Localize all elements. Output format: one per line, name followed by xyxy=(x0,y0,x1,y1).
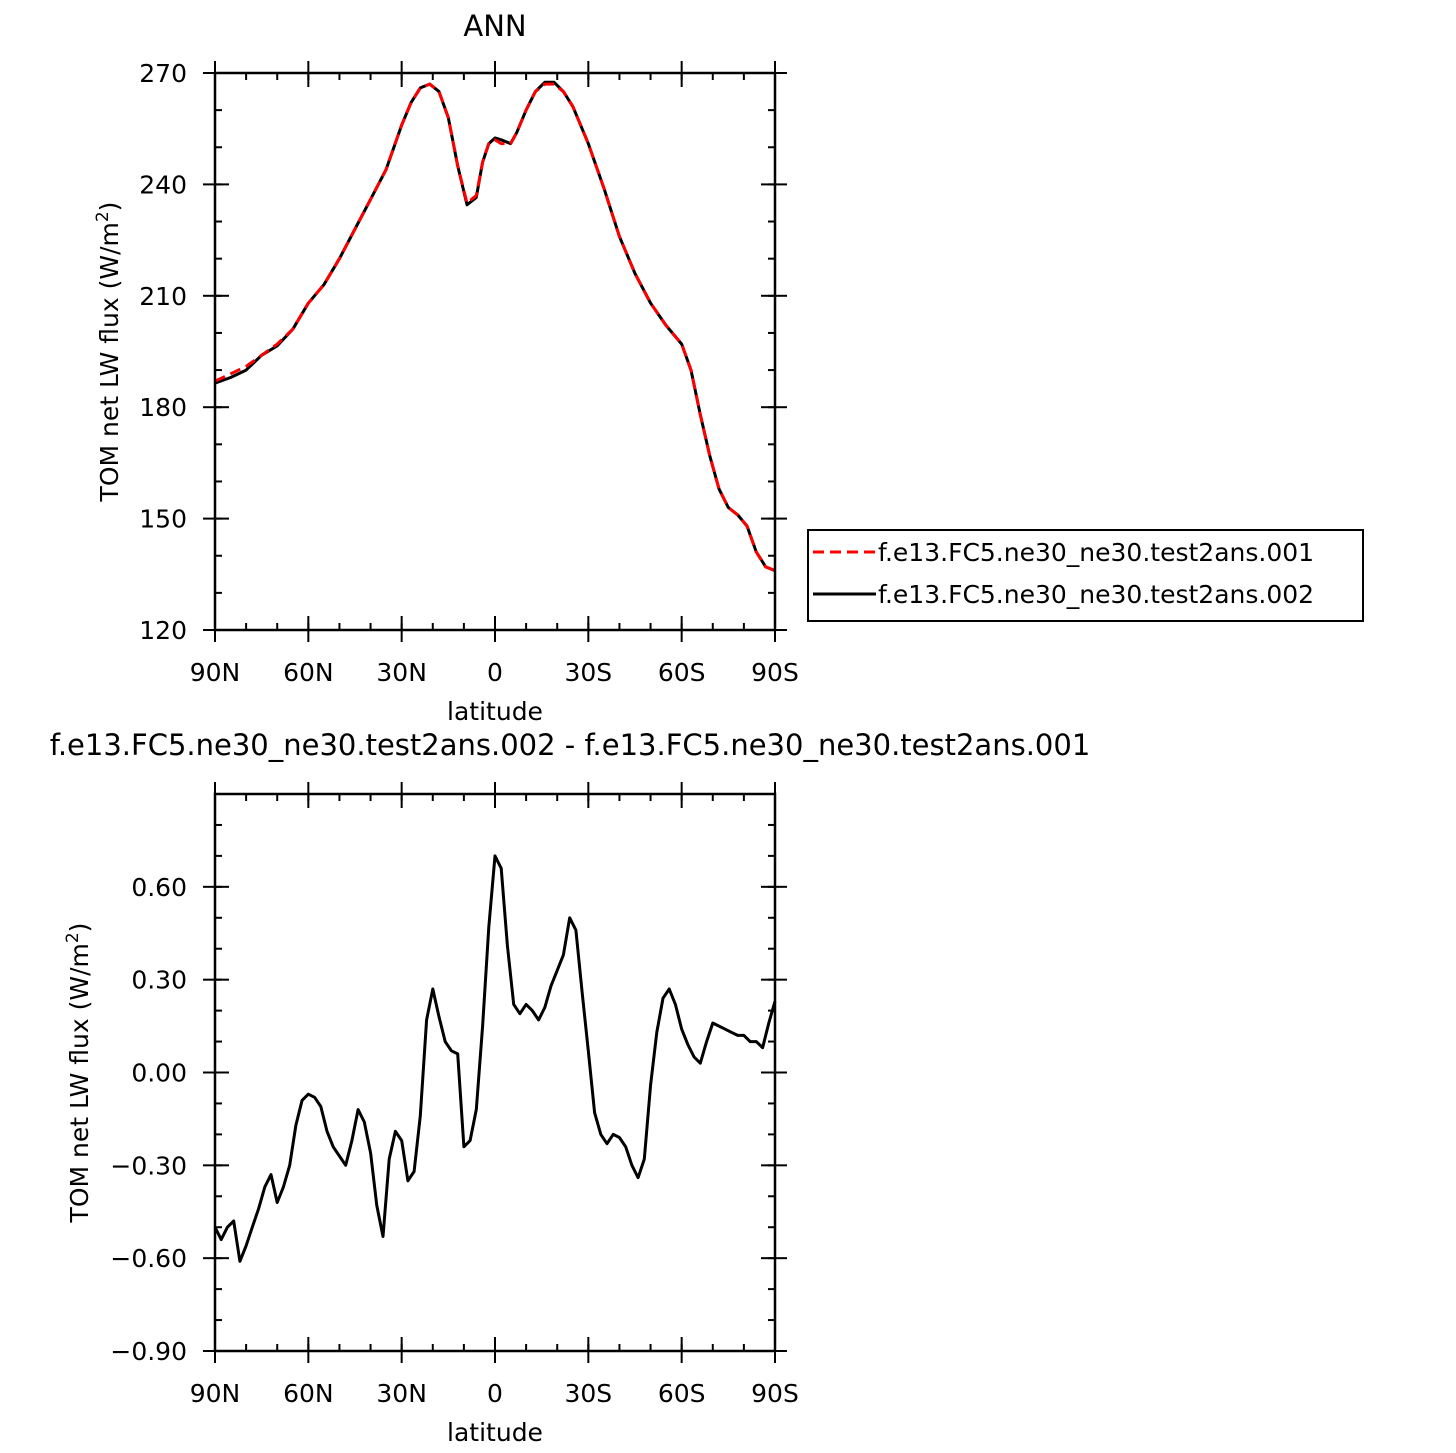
series-line-1 xyxy=(214,82,776,572)
legend-label-1: f.e13.FC5.ne30_ne30.test2ans.001 xyxy=(878,538,1314,567)
x-minor-ticks xyxy=(214,73,776,630)
x-minor-ticks xyxy=(214,794,776,1351)
x-tick-label: 90S xyxy=(751,1379,799,1408)
plot-frame xyxy=(213,792,777,1353)
x-axis: 90N 60N 30N 0 30S 60S 90S xyxy=(190,61,799,687)
x-tick-label: 60S xyxy=(658,1379,706,1408)
y-tick-label: −0.60 xyxy=(110,1244,187,1273)
x-tick-label: 0 xyxy=(487,1379,503,1408)
plot-frame xyxy=(213,71,777,632)
x-tick-label: 30N xyxy=(376,1379,427,1408)
x-tick-label: 90N xyxy=(190,658,241,687)
x-tick-label: 90N xyxy=(190,1379,241,1408)
x-tick-label: 60S xyxy=(658,658,706,687)
chart-2: f.e13.FC5.ne30_ne30.test2ans.002 - f.e13… xyxy=(50,728,1091,1447)
x-tick-label: 30S xyxy=(564,1379,612,1408)
chart-1: ANN 90N 60N 30N 0 30S 60S 90S 120 150 180 210 240 270… xyxy=(93,9,1364,726)
y-minor-ticks xyxy=(215,72,775,631)
legend-box xyxy=(807,529,1364,622)
y-tick-label: 240 xyxy=(139,170,187,199)
y-tick-label: −0.90 xyxy=(110,1337,187,1366)
y-tick-label: 0.60 xyxy=(131,873,187,902)
y-tick-label: 0.00 xyxy=(131,1059,187,1088)
series-line-1 xyxy=(213,854,777,1263)
chart-title: ANN xyxy=(463,9,526,43)
series-line-2 xyxy=(214,80,776,572)
y-tick-label: −0.30 xyxy=(110,1151,187,1180)
y-tick-label: 150 xyxy=(139,505,187,534)
y-tick-label: 210 xyxy=(139,282,187,311)
y-axis: 120 150 180 210 240 270 xyxy=(139,59,787,645)
x-tick-label: 90S xyxy=(751,658,799,687)
y-axis-label: TOM net LW flux (W/m2) xyxy=(63,923,94,1224)
x-axis: 90N 60N 30N 0 30S 60S 90S xyxy=(190,782,799,1408)
y-axis: −0.90 −0.60 −0.30 0.00 0.30 0.60 xyxy=(110,873,787,1366)
legend: f.e13.FC5.ne30_ne30.test2ans.001 f.e13.FC… xyxy=(807,529,1364,622)
x-tick-label: 60N xyxy=(283,658,334,687)
y-minor-ticks xyxy=(215,793,775,1352)
x-tick-label: 30N xyxy=(376,658,427,687)
y-tick-label: 270 xyxy=(139,59,187,88)
x-tick-label: 30S xyxy=(564,658,612,687)
x-tick-label: 60N xyxy=(283,1379,334,1408)
y-tick-label: 120 xyxy=(139,616,187,645)
x-tick-label: 0 xyxy=(487,658,503,687)
y-tick-label: 180 xyxy=(139,393,187,422)
x-axis-label: latitude xyxy=(447,697,543,726)
y-tick-label: 0.30 xyxy=(131,966,187,995)
legend-label-2: f.e13.FC5.ne30_ne30.test2ans.002 xyxy=(878,580,1314,609)
x-axis-label: latitude xyxy=(447,1418,543,1447)
y-axis-label: TOM net LW flux (W/m2) xyxy=(93,202,124,503)
chart-title: f.e13.FC5.ne30_ne30.test2ans.002 - f.e13… xyxy=(50,728,1091,762)
